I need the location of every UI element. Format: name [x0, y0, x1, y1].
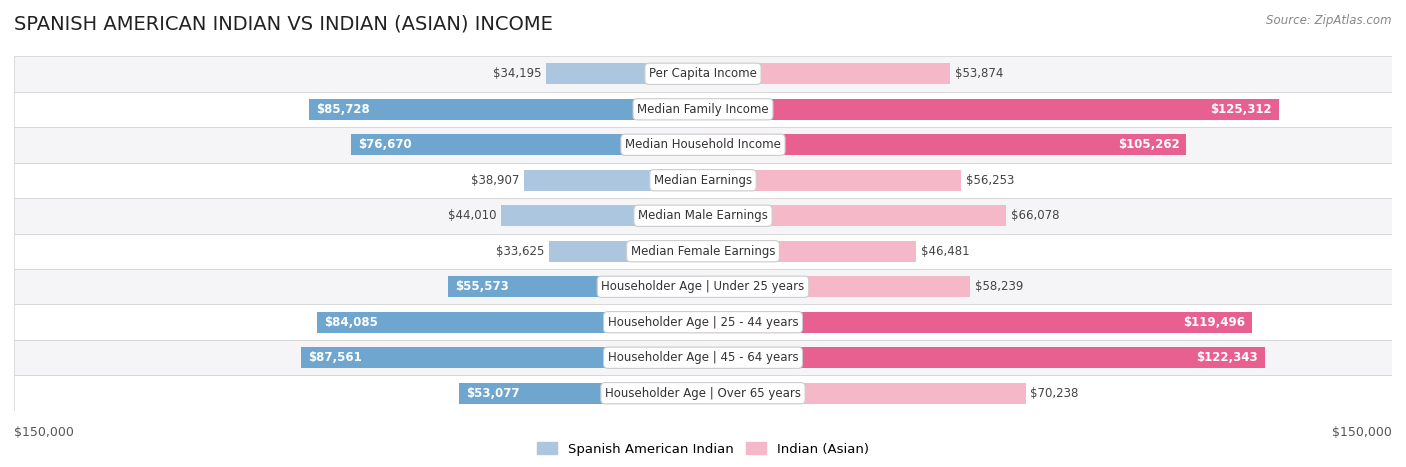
Text: Source: ZipAtlas.com: Source: ZipAtlas.com — [1267, 14, 1392, 27]
Text: Median Household Income: Median Household Income — [626, 138, 780, 151]
Bar — [14, 304, 1392, 340]
Text: SPANISH AMERICAN INDIAN VS INDIAN (ASIAN) INCOME: SPANISH AMERICAN INDIAN VS INDIAN (ASIAN… — [14, 14, 553, 33]
Text: Per Capita Income: Per Capita Income — [650, 67, 756, 80]
Bar — [524, 170, 703, 191]
Text: $76,670: $76,670 — [357, 138, 412, 151]
Bar — [301, 347, 703, 368]
Text: $122,343: $122,343 — [1197, 351, 1258, 364]
Bar — [447, 276, 703, 297]
Bar — [501, 205, 703, 226]
Legend: Spanish American Indian, Indian (Asian): Spanish American Indian, Indian (Asian) — [531, 437, 875, 461]
Text: $34,195: $34,195 — [494, 67, 541, 80]
Text: $58,239: $58,239 — [976, 280, 1024, 293]
Text: $46,481: $46,481 — [921, 245, 970, 258]
Text: $38,907: $38,907 — [471, 174, 520, 187]
Bar — [548, 241, 703, 262]
Text: $53,874: $53,874 — [955, 67, 1004, 80]
Bar — [703, 276, 970, 297]
Bar — [703, 134, 1187, 156]
Text: $70,238: $70,238 — [1031, 387, 1078, 400]
Bar — [14, 127, 1392, 163]
Text: $55,573: $55,573 — [454, 280, 509, 293]
Text: Median Female Earnings: Median Female Earnings — [631, 245, 775, 258]
Text: $119,496: $119,496 — [1182, 316, 1244, 329]
Bar — [703, 241, 917, 262]
Text: $87,561: $87,561 — [308, 351, 361, 364]
Bar — [703, 205, 1007, 226]
Bar — [14, 198, 1392, 234]
Bar — [352, 134, 703, 156]
Bar — [14, 92, 1392, 127]
Bar — [14, 340, 1392, 375]
Bar — [546, 63, 703, 85]
Text: Householder Age | Over 65 years: Householder Age | Over 65 years — [605, 387, 801, 400]
Text: $66,078: $66,078 — [1011, 209, 1060, 222]
Text: $33,625: $33,625 — [495, 245, 544, 258]
Text: $125,312: $125,312 — [1211, 103, 1271, 116]
Text: $150,000: $150,000 — [14, 426, 75, 439]
Bar — [703, 311, 1251, 333]
Text: $105,262: $105,262 — [1118, 138, 1180, 151]
Text: Householder Age | Under 25 years: Householder Age | Under 25 years — [602, 280, 804, 293]
Bar — [703, 63, 950, 85]
Text: $44,010: $44,010 — [447, 209, 496, 222]
Bar — [14, 234, 1392, 269]
Text: $84,085: $84,085 — [323, 316, 378, 329]
Text: $56,253: $56,253 — [966, 174, 1014, 187]
Bar — [309, 99, 703, 120]
Bar — [703, 99, 1278, 120]
Bar — [14, 56, 1392, 92]
Text: Householder Age | 45 - 64 years: Householder Age | 45 - 64 years — [607, 351, 799, 364]
Text: $53,077: $53,077 — [467, 387, 520, 400]
Text: Median Male Earnings: Median Male Earnings — [638, 209, 768, 222]
Bar — [703, 170, 962, 191]
Text: Median Family Income: Median Family Income — [637, 103, 769, 116]
Bar — [316, 311, 703, 333]
Bar — [460, 382, 703, 404]
Text: Householder Age | 25 - 44 years: Householder Age | 25 - 44 years — [607, 316, 799, 329]
Text: $150,000: $150,000 — [1331, 426, 1392, 439]
Bar — [14, 269, 1392, 304]
Bar — [14, 163, 1392, 198]
Text: $85,728: $85,728 — [316, 103, 370, 116]
Bar — [703, 347, 1265, 368]
Bar — [703, 382, 1025, 404]
Text: Median Earnings: Median Earnings — [654, 174, 752, 187]
Bar — [14, 375, 1392, 411]
